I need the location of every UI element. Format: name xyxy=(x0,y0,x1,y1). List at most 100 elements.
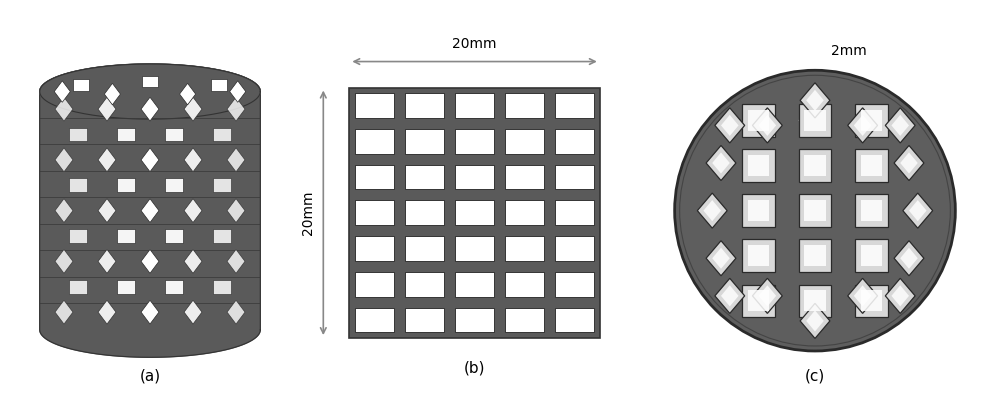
Polygon shape xyxy=(721,285,739,306)
Polygon shape xyxy=(227,199,245,223)
Polygon shape xyxy=(227,97,245,121)
Bar xyxy=(213,178,231,192)
Bar xyxy=(213,128,231,141)
Bar xyxy=(455,308,494,332)
Bar xyxy=(455,165,494,190)
Polygon shape xyxy=(806,311,824,332)
Bar xyxy=(505,200,544,225)
Bar xyxy=(505,93,544,118)
Bar xyxy=(355,129,394,154)
Text: 2mm: 2mm xyxy=(831,44,867,58)
Bar xyxy=(804,155,826,176)
Polygon shape xyxy=(715,108,745,143)
Text: (b): (b) xyxy=(464,361,485,376)
Bar xyxy=(804,245,826,266)
Bar xyxy=(213,229,231,243)
Polygon shape xyxy=(900,248,918,269)
Polygon shape xyxy=(184,199,202,223)
Polygon shape xyxy=(715,278,745,313)
Polygon shape xyxy=(98,97,116,121)
Bar xyxy=(799,240,831,272)
Polygon shape xyxy=(141,199,159,223)
Polygon shape xyxy=(712,152,730,173)
Polygon shape xyxy=(891,285,909,306)
Bar xyxy=(861,110,882,131)
Polygon shape xyxy=(40,64,260,357)
Polygon shape xyxy=(848,108,878,143)
Polygon shape xyxy=(98,300,116,324)
Bar xyxy=(855,285,888,317)
Bar xyxy=(742,240,775,272)
Bar xyxy=(505,308,544,332)
Bar xyxy=(748,200,769,221)
Polygon shape xyxy=(848,278,878,313)
Bar xyxy=(405,165,444,190)
Polygon shape xyxy=(721,115,739,136)
Bar xyxy=(117,280,135,294)
Bar xyxy=(804,110,826,131)
Bar xyxy=(555,200,594,225)
Bar xyxy=(555,236,594,261)
Bar xyxy=(355,200,394,225)
Bar xyxy=(799,195,831,227)
Bar xyxy=(855,149,888,182)
Bar xyxy=(117,178,135,192)
Bar xyxy=(855,240,888,272)
Bar xyxy=(742,104,775,137)
Polygon shape xyxy=(759,285,776,306)
Bar xyxy=(405,200,444,225)
Polygon shape xyxy=(141,249,159,273)
Bar xyxy=(861,200,882,221)
Polygon shape xyxy=(885,278,915,313)
Bar xyxy=(505,165,544,190)
Polygon shape xyxy=(706,241,736,276)
Bar xyxy=(855,195,888,227)
Bar xyxy=(69,128,87,141)
Bar xyxy=(748,290,769,311)
Bar xyxy=(804,290,826,311)
Polygon shape xyxy=(800,83,830,118)
Bar xyxy=(742,195,775,227)
Bar xyxy=(69,229,87,243)
Bar xyxy=(69,280,87,294)
Bar xyxy=(555,165,594,190)
Bar xyxy=(455,272,494,297)
Polygon shape xyxy=(800,304,830,339)
Bar xyxy=(405,308,444,332)
Bar xyxy=(355,236,394,261)
Bar xyxy=(355,308,394,332)
Polygon shape xyxy=(98,249,116,273)
Polygon shape xyxy=(55,300,73,324)
Bar xyxy=(861,155,882,176)
Polygon shape xyxy=(894,241,924,276)
Polygon shape xyxy=(894,145,924,180)
Bar xyxy=(742,149,775,182)
Bar xyxy=(405,129,444,154)
Bar xyxy=(405,272,444,297)
Bar xyxy=(405,236,444,261)
Bar xyxy=(748,245,769,266)
Polygon shape xyxy=(55,97,73,121)
Polygon shape xyxy=(752,278,782,313)
Bar xyxy=(555,129,594,154)
Bar xyxy=(861,245,882,266)
Bar xyxy=(355,272,394,297)
Polygon shape xyxy=(706,145,736,180)
Polygon shape xyxy=(55,199,73,223)
Polygon shape xyxy=(180,83,196,105)
Bar xyxy=(405,93,444,118)
Bar xyxy=(799,149,831,182)
Bar xyxy=(455,129,494,154)
Polygon shape xyxy=(909,200,927,221)
Text: (a): (a) xyxy=(139,368,161,384)
Polygon shape xyxy=(854,115,871,136)
Bar xyxy=(799,285,831,317)
Polygon shape xyxy=(141,300,159,324)
Bar xyxy=(455,93,494,118)
Bar xyxy=(213,280,231,294)
Polygon shape xyxy=(98,199,116,223)
Bar xyxy=(555,272,594,297)
Bar xyxy=(505,272,544,297)
Polygon shape xyxy=(40,64,260,119)
Bar xyxy=(505,236,544,261)
